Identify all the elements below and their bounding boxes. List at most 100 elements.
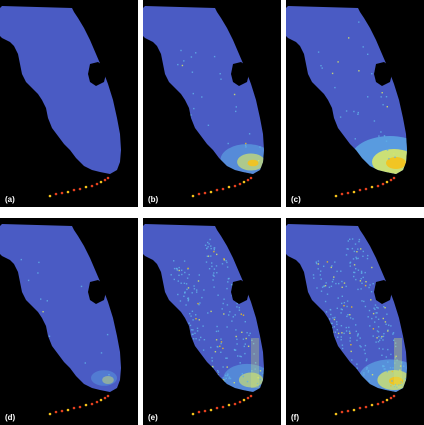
speckle-dot xyxy=(236,338,238,340)
keys-island xyxy=(106,176,110,180)
speckle-dot xyxy=(395,355,397,357)
speckle-dot xyxy=(401,387,403,390)
speckle-dot xyxy=(197,302,199,305)
speckle-dot xyxy=(37,272,39,274)
speckle-dot xyxy=(395,345,397,348)
keys-island xyxy=(215,406,219,410)
speckle-dot xyxy=(352,367,355,369)
speckle-dot xyxy=(184,271,186,274)
speckle-dot xyxy=(210,247,212,250)
hotspot-high xyxy=(247,159,259,167)
speckle-dot xyxy=(345,330,348,332)
speckle-dot xyxy=(226,261,228,264)
speckle-dot xyxy=(359,345,361,347)
speckle-dot xyxy=(385,323,387,325)
speckle-dot xyxy=(341,295,343,297)
speckle-dot xyxy=(330,322,332,324)
keys-island xyxy=(203,191,207,195)
speckle-dot xyxy=(233,93,236,96)
speckle-dot xyxy=(218,385,220,387)
speckle-dot xyxy=(210,346,212,349)
speckle-dot xyxy=(244,321,246,323)
speckle-dot xyxy=(370,291,373,293)
speckle-dot xyxy=(353,271,355,274)
speckle-dot xyxy=(189,324,192,327)
speckle-dot xyxy=(361,300,363,302)
speckle-dot xyxy=(38,261,40,264)
hotspot-high xyxy=(386,157,406,169)
speckle-dot xyxy=(357,269,360,271)
speckle-dot xyxy=(380,337,382,339)
keys-island xyxy=(385,398,389,402)
speckle-dot xyxy=(232,316,234,318)
keys-island xyxy=(203,409,207,413)
speckle-dot xyxy=(336,321,338,323)
speckle-dot xyxy=(224,378,226,381)
speckle-dot xyxy=(229,311,231,313)
speckle-dot xyxy=(331,281,334,283)
speckle-dot xyxy=(337,61,339,63)
keys-island xyxy=(227,185,231,189)
speckle-dot xyxy=(192,319,194,321)
speckle-dot xyxy=(387,348,389,351)
speckle-dot xyxy=(190,315,192,317)
speckle-dot xyxy=(394,156,396,158)
speckle-dot xyxy=(353,110,355,113)
speckle-dot xyxy=(238,309,241,311)
speckle-dot xyxy=(222,379,224,381)
speckle-dot xyxy=(317,51,320,53)
speckle-dot xyxy=(216,378,218,380)
speckle-dot xyxy=(366,257,369,260)
speckle-dot xyxy=(372,335,374,337)
speckle-dot xyxy=(332,278,335,281)
speckle-dot xyxy=(358,240,360,243)
speckle-dot xyxy=(378,347,380,350)
speckle-dot xyxy=(358,21,360,23)
speckle-dot xyxy=(215,265,218,267)
speckle-dot xyxy=(366,368,368,370)
keys-island xyxy=(392,394,396,398)
speckle-dot xyxy=(360,270,363,273)
speckle-dot xyxy=(235,110,237,113)
speckle-dot xyxy=(367,370,370,372)
speckle-dot xyxy=(394,386,396,388)
speckle-dot xyxy=(383,306,385,308)
speckle-dot xyxy=(394,342,397,344)
keys-island xyxy=(246,396,250,400)
keys-island xyxy=(221,187,225,191)
speckle-dot xyxy=(203,339,206,341)
keys-island xyxy=(334,194,338,198)
speckle-dot xyxy=(236,343,238,345)
speckle-dot xyxy=(370,299,372,301)
speckle-dot xyxy=(226,374,229,377)
speckle-dot xyxy=(359,337,361,339)
speckle-dot xyxy=(228,314,230,316)
speckle-dot xyxy=(192,329,194,331)
speckle-dot xyxy=(349,332,351,334)
speckle-dot xyxy=(396,386,398,388)
speckle-dot xyxy=(358,238,361,241)
keys-island xyxy=(215,188,219,192)
speckle-dot xyxy=(203,289,205,291)
speckle-dot xyxy=(378,335,380,338)
speckle-dot xyxy=(246,332,248,334)
keys-island xyxy=(370,403,374,407)
keys-island xyxy=(99,398,103,402)
speckle-dot xyxy=(221,308,223,310)
speckle-dot xyxy=(192,92,194,95)
map-panel-e: (e) xyxy=(143,218,281,425)
speckle-dot xyxy=(235,106,237,108)
speckle-dot xyxy=(356,363,358,365)
speckle-dot xyxy=(354,271,356,274)
speckle-dot xyxy=(332,317,334,319)
keys-island xyxy=(60,409,64,413)
speckle-dot xyxy=(248,133,251,135)
speckle-dot xyxy=(362,250,364,253)
speckle-dot xyxy=(375,316,377,318)
speckle-dot xyxy=(187,298,190,301)
speckle-dot xyxy=(378,135,380,137)
speckle-dot xyxy=(188,322,190,324)
keys-island xyxy=(84,185,88,189)
florida-map-e xyxy=(143,224,264,416)
speckle-dot xyxy=(241,331,243,333)
